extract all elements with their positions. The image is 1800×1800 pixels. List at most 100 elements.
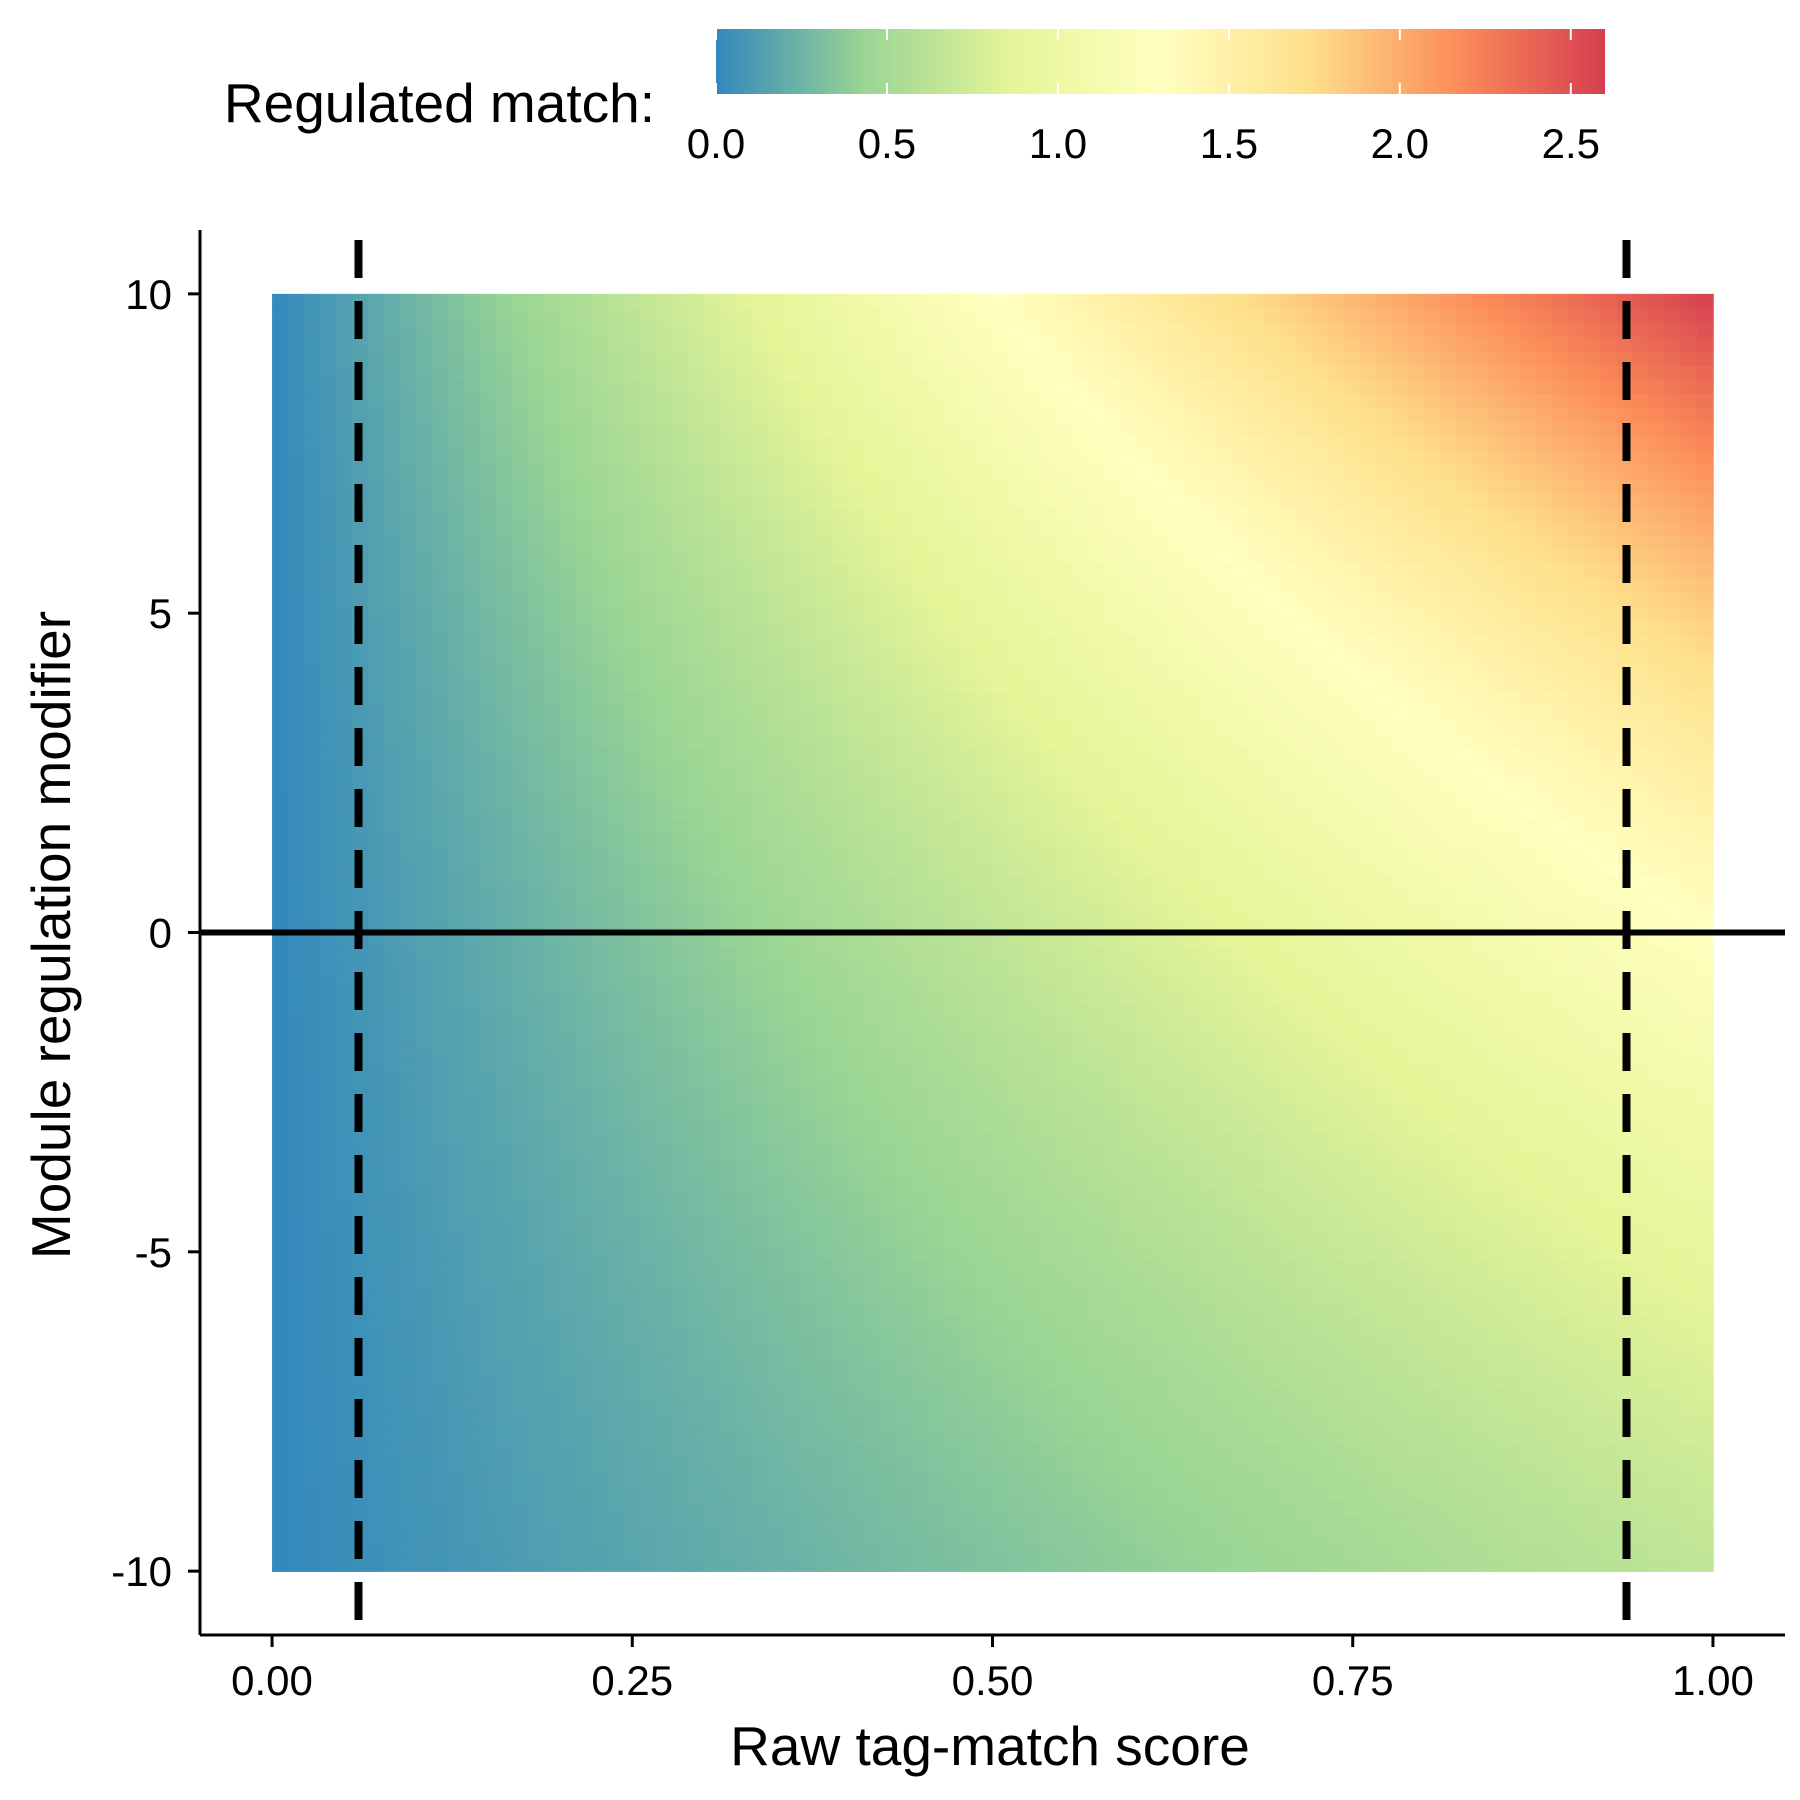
heatmap-cell <box>768 1131 786 1147</box>
heatmap-cell <box>1056 364 1074 380</box>
heatmap-cell <box>688 393 706 409</box>
heatmap-cell <box>912 790 930 806</box>
heatmap-cell <box>320 1187 337 1203</box>
heatmap-cell <box>1104 364 1122 380</box>
heatmap-cell <box>832 1187 850 1203</box>
heatmap-cell <box>400 875 417 891</box>
heatmap-cell <box>672 1400 690 1416</box>
heatmap-cell <box>1040 1443 1058 1459</box>
heatmap-cell <box>272 1556 289 1572</box>
heatmap-cell <box>784 889 802 905</box>
heatmap-cell <box>672 535 690 551</box>
heatmap-cell <box>944 790 962 806</box>
heatmap-cell <box>464 1457 481 1473</box>
heatmap-cell <box>512 889 530 905</box>
heatmap-cell <box>1056 1046 1074 1062</box>
heatmap-cell <box>736 1443 754 1459</box>
heatmap-cell <box>896 1500 914 1516</box>
heatmap-cell <box>736 1230 754 1246</box>
heatmap-cell <box>336 733 353 749</box>
heatmap-cell <box>464 804 481 820</box>
heatmap-cell <box>1136 620 1154 636</box>
heatmap-cell <box>704 1556 722 1572</box>
heatmap-cell <box>800 1088 818 1104</box>
heatmap-cell <box>1104 620 1122 636</box>
heatmap-cell <box>272 818 289 834</box>
heatmap-cell <box>544 1046 562 1062</box>
heatmap-cell <box>960 535 978 551</box>
heatmap-cell <box>1008 1244 1026 1260</box>
heatmap-cell <box>624 833 642 849</box>
heatmap-cell <box>320 435 337 451</box>
heatmap-cell <box>880 975 898 991</box>
heatmap-cell <box>384 1159 401 1175</box>
heatmap-cell <box>1056 875 1074 891</box>
heatmap-cell <box>416 634 433 650</box>
heatmap-cell <box>1120 1187 1138 1203</box>
heatmap-cell <box>592 1244 610 1260</box>
heatmap-cell <box>1040 833 1058 849</box>
heatmap-cell <box>1072 308 1090 324</box>
heatmap-cell <box>624 1216 642 1232</box>
heatmap-cell <box>1040 677 1058 693</box>
heatmap-cell <box>624 435 642 451</box>
heatmap-cell <box>544 520 562 536</box>
heatmap-cell <box>976 932 994 948</box>
heatmap-cell <box>288 421 305 437</box>
heatmap-cell <box>1072 1287 1090 1303</box>
heatmap-cell <box>432 1017 449 1033</box>
heatmap-cell <box>464 1273 481 1289</box>
heatmap-cell <box>496 449 513 465</box>
heatmap-cell <box>640 1216 658 1232</box>
heatmap-cell <box>480 577 497 593</box>
heatmap-cell <box>624 379 642 395</box>
heatmap-cell <box>784 308 802 324</box>
heatmap-cell <box>400 1031 417 1047</box>
heatmap-cell <box>512 1102 530 1118</box>
heatmap-cell <box>912 591 930 607</box>
heatmap-cell <box>640 904 658 920</box>
heatmap-cell <box>400 1102 417 1118</box>
heatmap-cell <box>320 975 337 991</box>
heatmap-cell <box>368 861 385 877</box>
heatmap-cell <box>1008 1074 1026 1090</box>
heatmap-cell <box>1024 1131 1042 1147</box>
heatmap-cell <box>288 1287 305 1303</box>
heatmap-cell <box>384 1116 401 1132</box>
heatmap-cell <box>528 861 546 877</box>
heatmap-cell <box>272 719 289 735</box>
heatmap-cell <box>768 790 786 806</box>
heatmap-cell <box>720 1273 738 1289</box>
heatmap-cell <box>688 932 706 948</box>
heatmap-cell <box>784 478 802 494</box>
heatmap-cell <box>720 577 738 593</box>
heatmap-cell <box>912 407 930 423</box>
heatmap-cell <box>544 719 562 735</box>
heatmap-cell <box>1008 1102 1026 1118</box>
heatmap-cell <box>544 1273 562 1289</box>
heatmap-cell <box>928 506 946 522</box>
heatmap-cell <box>944 1514 962 1530</box>
heatmap-cell <box>784 1173 802 1189</box>
heatmap-cell <box>672 1017 690 1033</box>
heatmap-cell <box>800 364 818 380</box>
heatmap-cell <box>688 861 706 877</box>
heatmap-cell <box>624 1131 642 1147</box>
heatmap-cell <box>1136 1088 1154 1104</box>
heatmap-cell <box>368 1116 385 1132</box>
heatmap-cell <box>1072 1329 1090 1345</box>
heatmap-cell <box>368 705 385 721</box>
heatmap-cell <box>1040 1202 1058 1218</box>
heatmap-cell <box>1056 1500 1074 1516</box>
heatmap-cell <box>672 1514 690 1530</box>
heatmap-cell <box>384 989 401 1005</box>
heatmap-cell <box>656 322 674 338</box>
heatmap-cell <box>816 1159 834 1175</box>
heatmap-cell <box>688 634 706 650</box>
heatmap-cell <box>976 1273 994 1289</box>
heatmap-cell <box>1152 1528 1170 1544</box>
heatmap-cell <box>448 449 465 465</box>
heatmap-cell <box>608 1329 626 1345</box>
heatmap-cell <box>272 662 289 678</box>
heatmap-cell <box>768 1074 786 1090</box>
